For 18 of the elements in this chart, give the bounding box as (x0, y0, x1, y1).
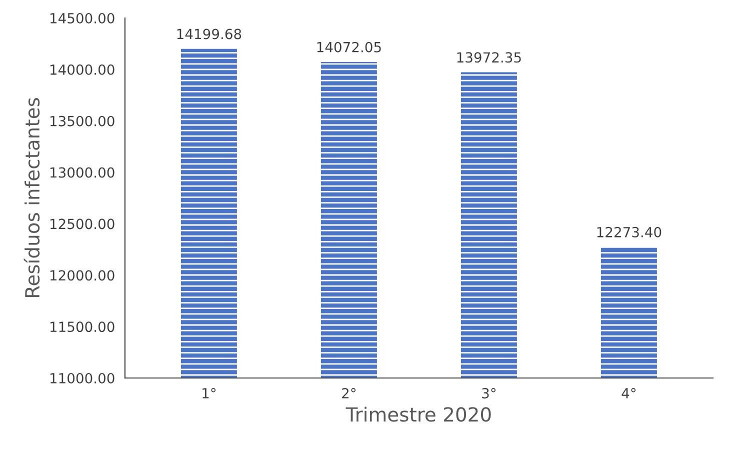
y-axis-title: Resíduos infectantes (24, 98, 40, 297)
data-label: 14072.05 (317, 42, 381, 52)
y-tick-label: 12000.00 (50, 270, 114, 281)
y-tick-label: 11500.00 (50, 322, 114, 332)
x-tick-label: 3° (482, 388, 496, 398)
x-tick-label: 1° (202, 388, 216, 398)
y-tick-label: 14000.00 (50, 64, 114, 75)
data-label: 14199.68 (177, 28, 242, 40)
y-tick-label: 13500.00 (50, 116, 114, 126)
y-tick-label: 11000.00 (50, 372, 114, 384)
data-label: 13972.35 (457, 52, 521, 63)
x-tick-label: 2° (342, 388, 356, 398)
x-axis-title: Trimestre 2020 (346, 406, 491, 422)
y-tick-label: 13000.00 (50, 167, 114, 178)
data-label: 12273.40 (597, 226, 662, 238)
y-tick-label: 14500.00 (50, 12, 114, 24)
y-tick-label: 12500.00 (50, 218, 114, 230)
x-tick-label: 4° (622, 388, 636, 398)
